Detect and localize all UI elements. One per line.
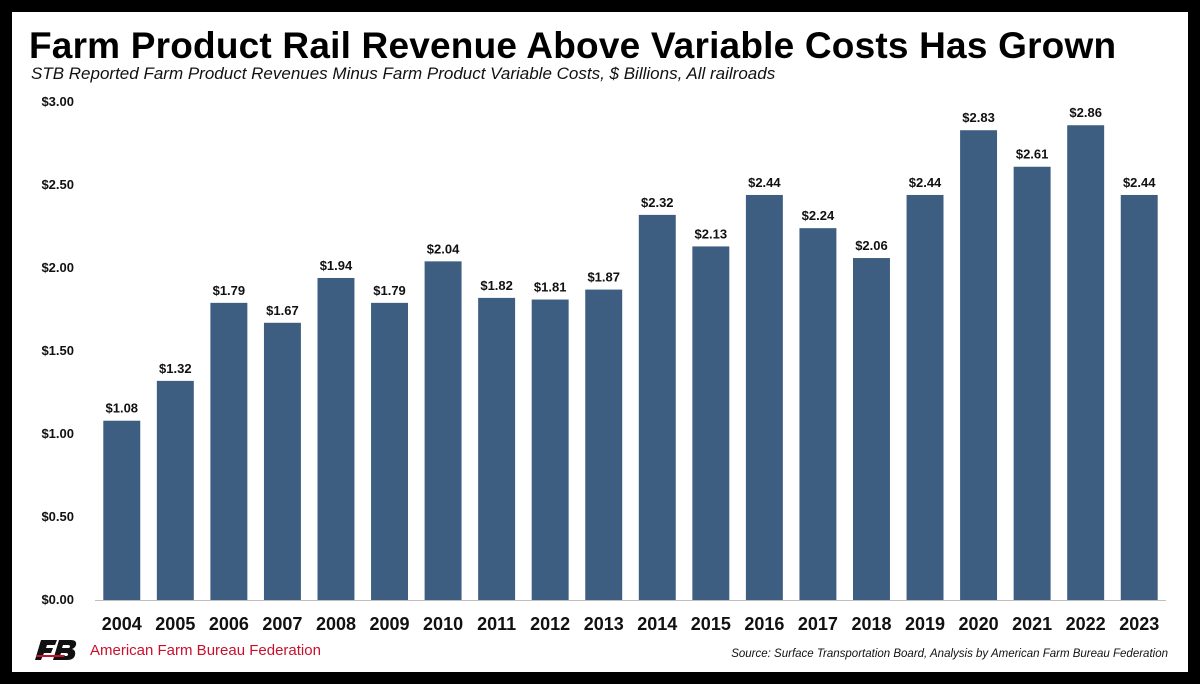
- y-axis: $0.00 $0.50 $1.00 $1.50 $2.00 $2.50 $3.00: [41, 94, 74, 607]
- x-tick-label-2022: 2022: [1066, 614, 1106, 634]
- x-tick-label-2013: 2013: [584, 614, 624, 634]
- data-label-2010: $2.04: [427, 241, 460, 256]
- data-label-2015: $2.13: [695, 226, 728, 241]
- data-labels: $1.08 $1.32 $1.79 $1.67 $1.94 $1.79 $2.04 $1.82…: [106, 105, 1157, 415]
- bar-2013: [585, 289, 623, 600]
- bar-2010: [424, 261, 462, 600]
- x-tick-label-2008: 2008: [316, 614, 356, 634]
- x-tick-label-2011: 2011: [477, 614, 516, 634]
- bar-2023: [1120, 194, 1158, 600]
- bar-2017: [799, 228, 837, 600]
- bar-2011: [478, 297, 516, 600]
- x-tick-label-2010: 2010: [423, 614, 463, 634]
- bar-2008: [317, 277, 355, 600]
- data-label-2019: $2.44: [909, 175, 942, 190]
- bar-2015: [692, 246, 730, 601]
- x-tick-label-2014: 2014: [637, 614, 677, 634]
- x-tick-label-2021: 2021: [1012, 614, 1052, 634]
- bar-2009: [371, 302, 408, 600]
- data-label-2011: $1.82: [480, 278, 513, 293]
- data-label-2004: $1.08: [106, 401, 139, 416]
- x-tick-label-2023: 2023: [1119, 614, 1159, 634]
- bar-2018: [853, 258, 890, 600]
- data-label-2017: $2.24: [802, 208, 835, 223]
- y-tick-label: $3.00: [41, 94, 74, 109]
- x-tick-label-2009: 2009: [370, 614, 410, 634]
- bar-2005: [156, 380, 194, 600]
- afbf-logo-icon: [35, 640, 77, 660]
- x-tick-label-2020: 2020: [959, 614, 999, 634]
- data-label-2018: $2.06: [855, 238, 888, 253]
- y-tick-label: $0.00: [41, 592, 74, 607]
- data-label-2006: $1.79: [213, 283, 246, 298]
- x-axis: 2004 2005 2006 2007 2008 2009 2010 2011 2012 2013…: [102, 614, 1159, 634]
- data-label-2023: $2.44: [1123, 175, 1156, 190]
- y-tick-label: $1.00: [41, 426, 74, 441]
- data-label-2005: $1.32: [159, 361, 192, 376]
- x-tick-label-2016: 2016: [744, 614, 784, 634]
- bar-2022: [1067, 125, 1105, 601]
- chart-title: Farm Product Rail Revenue Above Variable…: [29, 25, 1117, 66]
- bar-2014: [638, 214, 676, 600]
- data-label-2014: $2.32: [641, 195, 674, 210]
- bar-2016: [745, 194, 783, 600]
- y-tick-label: $2.00: [41, 260, 74, 275]
- source-note: Source: Surface Transportation Board, An…: [731, 648, 1168, 660]
- bar-2006: [210, 302, 248, 600]
- data-label-2013: $1.87: [587, 270, 620, 285]
- bar-2012: [531, 299, 569, 600]
- data-label-2008: $1.94: [320, 258, 353, 273]
- data-label-2012: $1.81: [534, 280, 567, 295]
- x-tick-label-2004: 2004: [102, 614, 142, 634]
- data-label-2016: $2.44: [748, 175, 781, 190]
- bar-2007: [263, 322, 301, 600]
- data-label-2009: $1.79: [373, 283, 406, 298]
- bar-2021: [1013, 166, 1051, 601]
- data-label-2007: $1.67: [266, 303, 299, 318]
- x-tick-label-2005: 2005: [155, 614, 195, 634]
- x-tick-label-2006: 2006: [209, 614, 249, 634]
- bar-2019: [906, 194, 944, 600]
- x-tick-label-2012: 2012: [530, 614, 570, 634]
- bar-2004: [103, 420, 141, 600]
- x-tick-label-2018: 2018: [851, 614, 891, 634]
- x-tick-label-2017: 2017: [798, 614, 838, 634]
- y-tick-label: $2.50: [41, 177, 74, 192]
- x-tick-label-2007: 2007: [262, 614, 302, 634]
- x-tick-label-2015: 2015: [691, 614, 731, 634]
- bars: [103, 125, 1158, 601]
- bar-2020: [960, 130, 998, 600]
- y-tick-label: $1.50: [41, 343, 74, 358]
- data-label-2021: $2.61: [1016, 147, 1049, 162]
- chart-subtitle: STB Reported Farm Product Revenues Minus…: [31, 64, 776, 83]
- x-tick-label-2019: 2019: [905, 614, 945, 634]
- chart-frame: Farm Product Rail Revenue Above Variable…: [12, 12, 1188, 672]
- data-label-2022: $2.86: [1069, 105, 1102, 120]
- organization-name: American Farm Bureau Federation: [90, 642, 321, 659]
- bar-chart: $0.00 $0.50 $1.00 $1.50 $2.00 $2.50 $3.00 $1.0…: [41, 94, 1166, 634]
- y-tick-label: $0.50: [41, 509, 74, 524]
- data-label-2020: $2.83: [962, 110, 995, 125]
